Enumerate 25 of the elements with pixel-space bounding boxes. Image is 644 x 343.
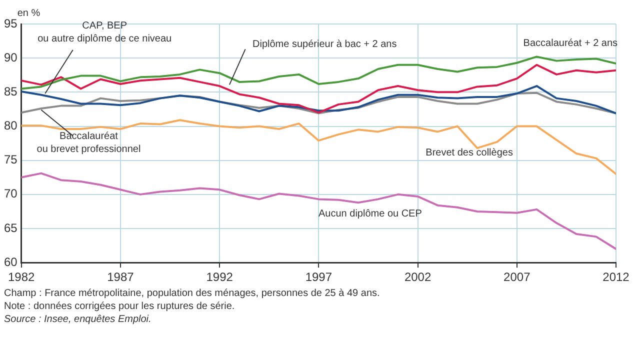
source-note: Source : Insee, enquêtes Emploi. — [4, 313, 152, 326]
y-tick-label: 80 — [4, 118, 18, 133]
text: CAP, BEP ou autre diplôme de ce niveau — [38, 20, 172, 44]
y-tick-label: 60 — [4, 254, 18, 269]
x-tick-label: 1997 — [305, 270, 332, 284]
x-tick-label: 1992 — [206, 270, 234, 284]
text: Baccalauréat ou brevet professionnel — [36, 130, 141, 155]
text: Note : données corrigées pour les ruptures de série. — [4, 300, 236, 313]
x-tick-label: 2007 — [504, 270, 531, 284]
y-tick-label: 70 — [4, 186, 18, 201]
y-tick-label: 95 — [4, 16, 18, 30]
series-label: Brevet des collèges — [426, 148, 513, 159]
x-tick-label: 2002 — [404, 270, 432, 284]
series-label: Baccalauréat + 2 ans — [523, 38, 618, 49]
text: Diplôme supérieur à bac + 2 ans — [252, 39, 397, 50]
y-tick-label: 65 — [4, 220, 18, 235]
text: Champ : France métropolitaine, population des ménages, personnes de 25 à 49 ans. — [4, 287, 380, 300]
y-tick-label: 85 — [4, 84, 18, 98]
x-tick-label: 2012 — [602, 270, 630, 284]
y-tick-label: 90 — [4, 50, 18, 64]
series-label: Aucun diplôme ou CEP — [318, 208, 422, 220]
x-tick-label: 1987 — [107, 270, 134, 284]
x-tick-label: 1982 — [8, 270, 36, 284]
y-axis-title: en % — [17, 8, 40, 19]
y-tick-label: 75 — [4, 152, 18, 167]
